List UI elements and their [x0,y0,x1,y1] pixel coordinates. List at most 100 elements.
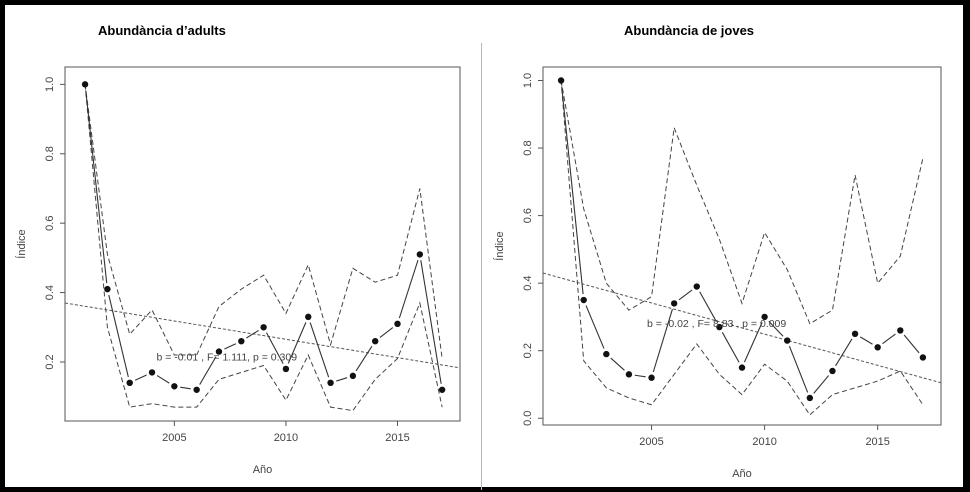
index-segment [610,357,625,371]
index-point [371,337,379,345]
index-segment [903,334,920,354]
index-point [238,337,245,345]
y-tick-label: 0.6 [44,216,56,231]
index-point [215,348,223,355]
index-segment [156,375,170,384]
index-point [282,365,290,373]
index-point [126,379,133,387]
index-segment [699,291,717,323]
y-tick-label: 0.6 [522,208,534,223]
index-segment [379,327,394,338]
index-segment [224,343,237,350]
index-segment [768,320,784,337]
x-tick-label: 2015 [385,432,409,444]
index-point [761,313,768,321]
index-point [829,367,836,375]
index-segment [561,86,584,295]
index-segment [721,332,740,363]
index-segment [199,356,217,385]
index-segment [859,336,873,345]
y-axis-label: Índice [493,231,506,260]
x-axis-label: Año [253,464,273,476]
y-tick-label: 0.8 [44,146,56,161]
index-point [171,383,178,390]
index-point [81,81,89,88]
index-segment [788,345,809,393]
x-tick-label: 2015 [865,436,889,448]
index-point [874,344,881,351]
x-tick-label: 2010 [274,432,298,444]
index-point [851,330,859,338]
chart-title-youth: Abundància de joves [624,23,755,38]
band-lower-line [560,80,924,416]
index-point [806,394,814,402]
index-segment [398,259,419,319]
index-segment [813,375,830,394]
index-point [648,374,655,381]
y-tick-label: 1.0 [44,77,56,92]
index-segment [336,377,348,382]
band-lower-line [84,84,443,412]
index-segment [246,329,259,339]
charts-svg: 2005 2010 2015 0.2 0.4 0.6 0.8 1.0 Año Índice b = … [15,66,942,480]
index-point [738,364,746,371]
index-point [416,251,424,258]
index-segment [355,345,373,372]
index-point [897,327,904,334]
x-tick-label: 2005 [639,436,663,448]
plot-content-youth [543,77,941,416]
index-segment [85,90,108,284]
index-segment [265,332,284,364]
x-tick-label: 2005 [162,432,186,444]
index-segment [743,322,763,363]
figure-canvas: Abundància d’adults Abundància de joves … [5,5,963,490]
trend-line [543,272,941,384]
panel-divider [481,43,482,490]
chart-youth: 2005 2010 2015 0.0 0.2 0.4 0.6 0.8 1.0 Año Índice b… [493,66,942,480]
index-point [625,371,633,378]
index-segment [309,322,330,378]
chart-adults: 2005 2010 2015 0.2 0.4 0.6 0.8 1.0 Año Índice b = … [15,66,461,476]
chart-title-adults: Abundància d’adults [98,23,226,38]
index-point [693,283,700,290]
x-axis-label: Año [732,468,752,480]
y-axis-label: Índice [15,229,28,258]
y-tick-label: 0.2 [522,343,534,358]
index-point [670,300,678,307]
index-segment [652,308,673,373]
index-point [919,354,927,361]
y-tick-label: 0.4 [522,276,534,291]
band-upper-line [560,80,924,325]
index-segment [882,333,896,345]
index-segment [134,374,147,381]
index-point [148,369,156,376]
trend-line [65,302,460,369]
regression-annotation: b = -0.02 , F= 8.83 , p = 0.009 [647,318,786,330]
index-point [327,379,334,387]
index-segment [180,386,191,390]
index-point [603,350,610,358]
y-tick-label: 0.8 [522,140,534,155]
index-point [784,337,791,344]
index-segment [287,322,307,364]
index-point [557,77,565,84]
regression-annotation: b = -0.01 , F= 1.111, p = 0.309 [156,351,297,363]
index-point [349,372,357,380]
index-segment [835,338,853,367]
y-tick-label: 1.0 [522,73,534,88]
index-point [394,320,401,328]
index-segment [108,294,129,378]
index-segment [678,289,693,301]
index-point [260,324,267,331]
index-point [193,386,200,393]
index-point [305,313,312,321]
index-point [716,323,723,331]
index-point [580,296,587,304]
plot-content-adults [65,81,460,412]
index-point [438,386,446,393]
y-tick-label: 0.4 [44,285,56,300]
index-segment [420,260,442,384]
index-point [104,285,111,293]
plot-area-youth [542,66,942,426]
